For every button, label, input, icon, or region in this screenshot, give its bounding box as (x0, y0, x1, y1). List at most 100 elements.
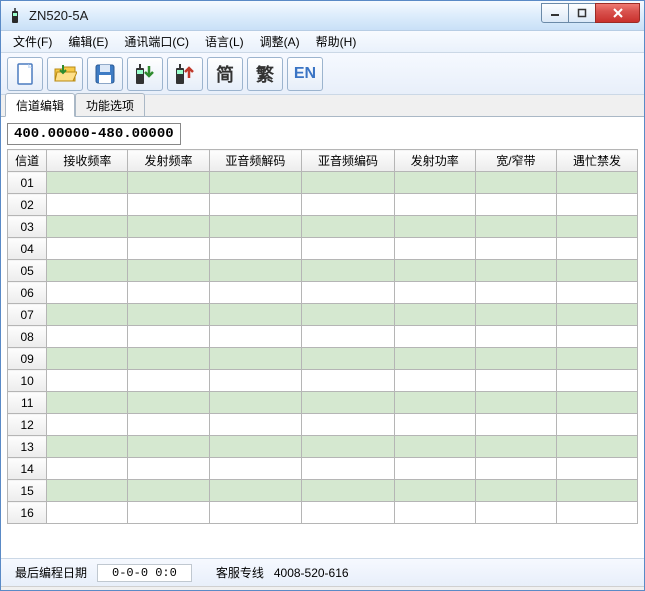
col-header-1[interactable]: 接收频率 (47, 150, 128, 172)
cell[interactable] (302, 304, 395, 326)
cell[interactable] (47, 326, 128, 348)
cell[interactable] (556, 172, 637, 194)
cell[interactable] (209, 414, 302, 436)
col-header-0[interactable]: 信道 (8, 150, 47, 172)
cell[interactable] (47, 304, 128, 326)
cell[interactable] (302, 260, 395, 282)
cell[interactable] (47, 260, 128, 282)
cell[interactable] (209, 326, 302, 348)
cell[interactable] (128, 458, 209, 480)
cell[interactable] (302, 216, 395, 238)
table-row[interactable]: 05 (8, 260, 638, 282)
cell[interactable] (47, 172, 128, 194)
lang-simplified-button[interactable]: 简 (207, 57, 243, 91)
col-header-2[interactable]: 发射频率 (128, 150, 209, 172)
cell[interactable] (394, 304, 475, 326)
cell[interactable] (556, 480, 637, 502)
cell[interactable] (47, 370, 128, 392)
table-row[interactable]: 03 (8, 216, 638, 238)
cell[interactable] (475, 502, 556, 524)
cell[interactable] (47, 238, 128, 260)
cell[interactable] (394, 348, 475, 370)
cell[interactable] (556, 392, 637, 414)
cell[interactable] (47, 282, 128, 304)
cell[interactable] (394, 392, 475, 414)
cell[interactable] (128, 414, 209, 436)
cell[interactable] (394, 194, 475, 216)
cell[interactable] (302, 414, 395, 436)
cell[interactable] (302, 282, 395, 304)
cell[interactable] (475, 458, 556, 480)
cell[interactable] (302, 238, 395, 260)
table-row[interactable]: 06 (8, 282, 638, 304)
cell[interactable] (209, 392, 302, 414)
maximize-button[interactable] (568, 3, 596, 23)
cell[interactable] (475, 194, 556, 216)
cell[interactable] (475, 282, 556, 304)
table-row[interactable]: 15 (8, 480, 638, 502)
cell[interactable] (128, 282, 209, 304)
open-button[interactable] (47, 57, 83, 91)
save-button[interactable] (87, 57, 123, 91)
cell[interactable] (475, 480, 556, 502)
table-row[interactable]: 04 (8, 238, 638, 260)
cell[interactable] (128, 436, 209, 458)
cell[interactable] (556, 414, 637, 436)
cell[interactable] (394, 238, 475, 260)
cell[interactable] (302, 172, 395, 194)
minimize-button[interactable] (541, 3, 569, 23)
cell[interactable] (209, 480, 302, 502)
cell[interactable] (128, 216, 209, 238)
cell[interactable] (394, 502, 475, 524)
cell[interactable] (47, 348, 128, 370)
table-row[interactable]: 01 (8, 172, 638, 194)
cell[interactable] (209, 282, 302, 304)
cell[interactable] (209, 194, 302, 216)
cell[interactable] (47, 436, 128, 458)
lang-english-button[interactable]: EN (287, 57, 323, 91)
cell[interactable] (394, 458, 475, 480)
cell[interactable] (128, 392, 209, 414)
cell[interactable] (556, 502, 637, 524)
cell[interactable] (302, 194, 395, 216)
col-header-5[interactable]: 发射功率 (394, 150, 475, 172)
cell[interactable] (209, 370, 302, 392)
col-header-4[interactable]: 亚音频编码 (302, 150, 395, 172)
col-header-7[interactable]: 遇忙禁发 (556, 150, 637, 172)
cell[interactable] (394, 480, 475, 502)
cell[interactable] (128, 260, 209, 282)
cell[interactable] (394, 172, 475, 194)
cell[interactable] (47, 480, 128, 502)
cell[interactable] (394, 370, 475, 392)
table-row[interactable]: 10 (8, 370, 638, 392)
tab-1[interactable]: 功能选项 (75, 93, 145, 116)
menu-item-1[interactable]: 编辑(E) (60, 31, 116, 52)
cell[interactable] (47, 216, 128, 238)
cell[interactable] (394, 282, 475, 304)
table-row[interactable]: 13 (8, 436, 638, 458)
cell[interactable] (556, 458, 637, 480)
cell[interactable] (128, 238, 209, 260)
menu-item-5[interactable]: 帮助(H) (308, 31, 365, 52)
menu-item-4[interactable]: 调整(A) (252, 31, 308, 52)
cell[interactable] (302, 392, 395, 414)
cell[interactable] (475, 260, 556, 282)
cell[interactable] (394, 260, 475, 282)
close-button[interactable] (595, 3, 640, 23)
new-button[interactable] (7, 57, 43, 91)
cell[interactable] (556, 370, 637, 392)
cell[interactable] (209, 172, 302, 194)
col-header-6[interactable]: 宽/窄带 (475, 150, 556, 172)
table-row[interactable]: 16 (8, 502, 638, 524)
cell[interactable] (394, 436, 475, 458)
cell[interactable] (209, 502, 302, 524)
cell[interactable] (128, 502, 209, 524)
table-row[interactable]: 14 (8, 458, 638, 480)
menu-item-2[interactable]: 通讯端口(C) (116, 31, 197, 52)
cell[interactable] (556, 326, 637, 348)
menu-item-0[interactable]: 文件(F) (5, 31, 60, 52)
cell[interactable] (475, 348, 556, 370)
table-row[interactable]: 08 (8, 326, 638, 348)
cell[interactable] (556, 238, 637, 260)
cell[interactable] (128, 370, 209, 392)
